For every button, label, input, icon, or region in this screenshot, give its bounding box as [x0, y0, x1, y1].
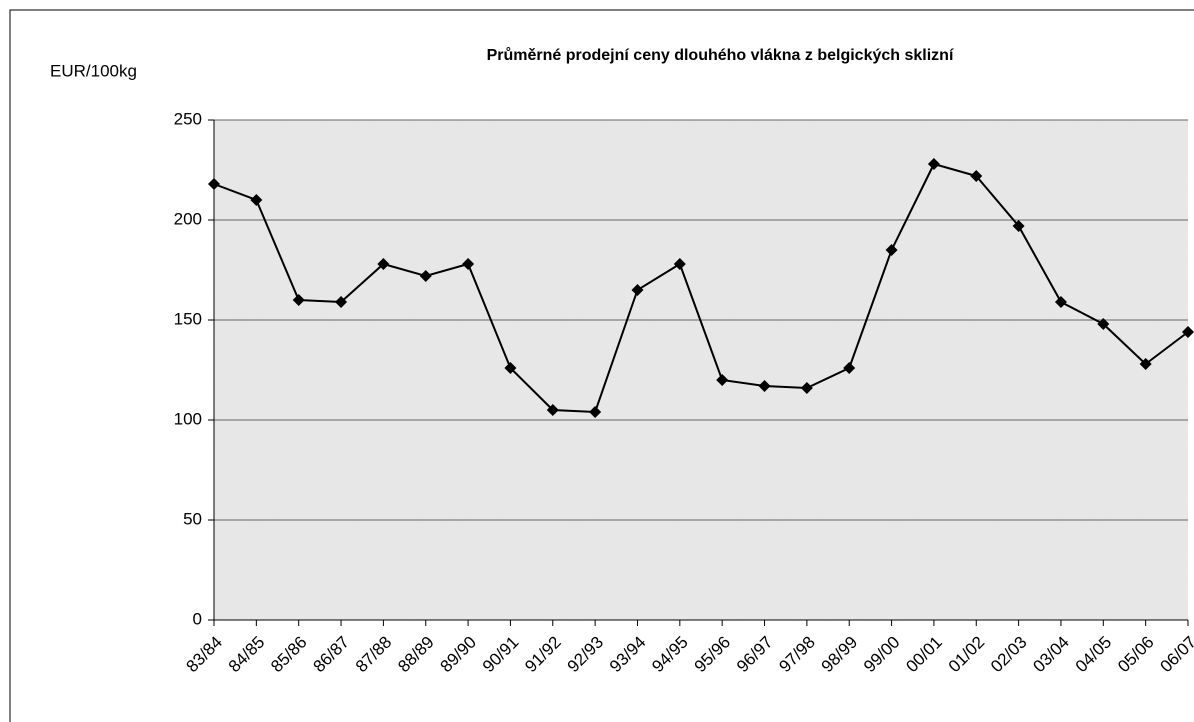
marker: [631, 284, 644, 296]
marker: [1097, 318, 1110, 330]
marker: [885, 244, 898, 256]
y-tick-label: 0: [193, 609, 202, 628]
line: [213, 162, 1189, 414]
marker: [1182, 326, 1194, 338]
marker: [419, 270, 432, 282]
marker: [927, 158, 940, 170]
marker: [970, 170, 983, 182]
marker: [589, 406, 602, 418]
plot-texture: [214, 120, 1188, 620]
marker: [292, 294, 305, 306]
marker: [377, 258, 390, 270]
y-tick-label: 250: [174, 109, 202, 128]
marker: [843, 362, 856, 374]
y-axis-label: EUR/100kg: [50, 61, 137, 80]
marker: [758, 380, 771, 392]
marker: [800, 382, 813, 394]
marker: [504, 362, 517, 374]
marker: [250, 194, 263, 206]
marker: [546, 404, 559, 416]
marker: [462, 258, 475, 270]
y-tick-label: 100: [174, 409, 202, 428]
marker: [335, 296, 348, 308]
y-tick-label: 150: [174, 309, 202, 328]
marker: [208, 178, 220, 190]
marker: [1054, 296, 1067, 308]
y-tick-label: 50: [183, 509, 202, 528]
marker: [673, 258, 686, 270]
marker: [1012, 220, 1025, 232]
marker: [716, 374, 729, 386]
chart-title: Průměrné prodejní ceny dlouhého vlákna z…: [487, 47, 954, 64]
y-tick-label: 200: [174, 209, 202, 228]
marker: [1139, 358, 1152, 370]
